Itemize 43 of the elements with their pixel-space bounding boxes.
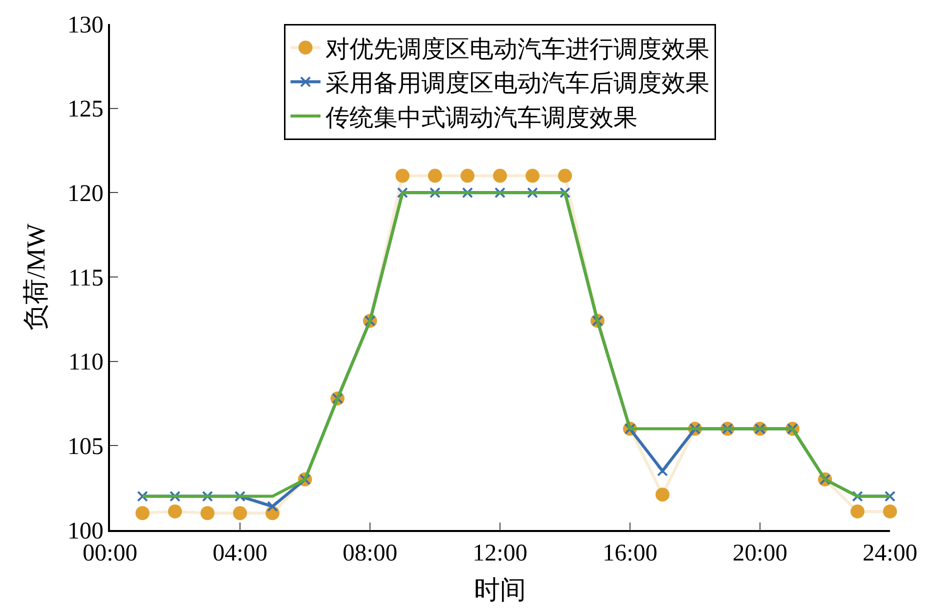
point	[460, 168, 474, 183]
y-tick-label: 105	[67, 434, 104, 460]
x-tick-label: 16:00	[602, 540, 658, 567]
point	[558, 168, 572, 183]
point	[430, 187, 440, 198]
point	[168, 504, 182, 518]
point	[852, 490, 863, 502]
x-axis-title: 时间	[474, 576, 526, 605]
point	[656, 488, 670, 502]
x-tick-label: 24:00	[862, 540, 918, 567]
point	[170, 490, 180, 502]
y-tick-label: 115	[68, 265, 104, 292]
point	[527, 187, 538, 198]
y-tick-label: 120	[67, 181, 104, 208]
point	[136, 506, 150, 520]
y-axis-title: 负荷/MW	[21, 223, 50, 330]
x-tick-label: 04:00	[212, 540, 268, 567]
point	[883, 504, 897, 518]
point	[200, 506, 214, 520]
point	[267, 500, 278, 512]
point	[234, 490, 246, 502]
point	[462, 187, 473, 198]
point	[202, 490, 213, 502]
y-tick-label: 130	[67, 12, 104, 38]
point	[526, 168, 540, 183]
point	[233, 506, 247, 520]
legend-label: 对优先调度区电动汽车进行调度效果	[326, 36, 710, 63]
x-tick-label: 08:00	[342, 540, 398, 567]
point	[884, 490, 896, 502]
point	[137, 490, 148, 502]
legend-label: 传统集中式调动汽车调度效果	[326, 104, 638, 132]
y-tick-label: 125	[67, 96, 104, 123]
y-tick-label: 110	[68, 350, 104, 376]
point	[850, 504, 864, 518]
point	[428, 168, 442, 183]
point	[397, 187, 408, 198]
point	[560, 187, 570, 198]
x-tick-label: 12:00	[472, 540, 528, 567]
point	[493, 168, 507, 183]
legend-label: 采用备用调度区电动汽车后调度效果	[326, 70, 710, 98]
x-tick-label: 20:00	[732, 540, 788, 567]
point	[494, 187, 506, 198]
point	[396, 168, 410, 183]
